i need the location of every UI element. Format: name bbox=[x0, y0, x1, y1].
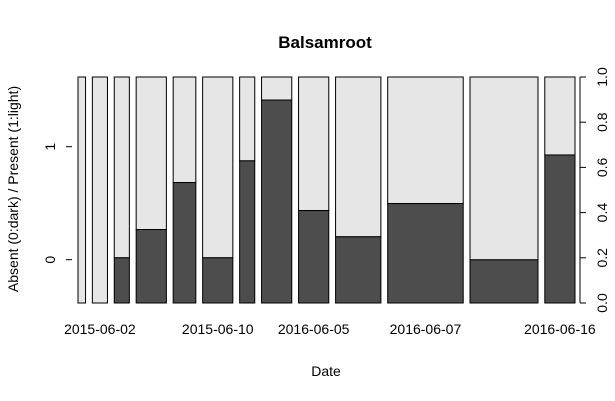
bar-3 bbox=[113, 76, 130, 304]
bar-absent-segment bbox=[172, 182, 197, 304]
left-axis: 01 bbox=[42, 143, 72, 264]
bar-present-segment bbox=[91, 76, 108, 304]
bar-present-segment bbox=[544, 76, 576, 156]
bar-10 bbox=[335, 76, 382, 304]
bar-present-segment bbox=[298, 76, 330, 212]
bar-absent-segment bbox=[544, 154, 576, 304]
right-tick-label: 0.0 bbox=[594, 293, 610, 313]
bar-7 bbox=[239, 76, 256, 304]
bar-absent-segment bbox=[335, 236, 382, 304]
bar-absent-segment bbox=[202, 257, 234, 304]
x-tick-label: 2015-06-02 bbox=[64, 321, 136, 337]
bar-present-segment bbox=[387, 76, 464, 205]
bar-present-segment bbox=[172, 76, 197, 184]
bar-6 bbox=[202, 76, 234, 304]
bar-4 bbox=[135, 76, 167, 304]
x-tick-label: 2015-06-10 bbox=[182, 321, 254, 337]
x-axis-labels: 2015-06-02 2015-06-10 2016-06-05 2016-06-07… bbox=[64, 321, 596, 337]
x-tick-label: 2016-06-16 bbox=[524, 321, 596, 337]
bar-present-segment bbox=[77, 76, 87, 304]
chart-title: Balsamroot bbox=[278, 33, 372, 52]
right-tick-label: 0.8 bbox=[594, 112, 610, 132]
x-tick-label: 2016-06-07 bbox=[390, 321, 462, 337]
right-tick-label: 0.6 bbox=[594, 157, 610, 177]
bar-present-segment bbox=[335, 76, 382, 238]
bar-present-segment bbox=[239, 76, 256, 162]
bar-present-segment bbox=[469, 76, 539, 261]
bar-absent-segment bbox=[113, 257, 130, 304]
bar-1 bbox=[77, 76, 87, 304]
right-axis: 0.0 0.2 0.4 0.6 0.8 1.0 bbox=[579, 67, 610, 313]
bar-absent-segment bbox=[387, 203, 464, 304]
bar-11 bbox=[387, 76, 464, 304]
bar-absent-segment bbox=[298, 210, 330, 304]
bar-5 bbox=[172, 76, 197, 304]
bar-absent-segment bbox=[469, 259, 539, 304]
left-tick-label: 0 bbox=[42, 256, 58, 264]
bars-group bbox=[77, 76, 576, 304]
y-axis-label: Absent (0:dark) / Present (1:light) bbox=[5, 86, 21, 292]
bar-8 bbox=[261, 76, 293, 304]
bar-absent-segment bbox=[261, 99, 293, 304]
right-tick-label: 0.2 bbox=[594, 248, 610, 268]
bar-present-segment bbox=[261, 76, 293, 101]
bar-2 bbox=[91, 76, 108, 304]
right-tick-label: 0.4 bbox=[594, 203, 610, 223]
bar-absent-segment bbox=[135, 229, 167, 304]
x-tick-label: 2016-06-05 bbox=[278, 321, 350, 337]
right-tick-label: 1.0 bbox=[594, 67, 610, 87]
bar-13 bbox=[544, 76, 576, 304]
bar-9 bbox=[298, 76, 330, 304]
bar-present-segment bbox=[113, 76, 130, 259]
left-tick-label: 1 bbox=[42, 143, 58, 151]
x-axis-label: Date bbox=[311, 363, 341, 379]
bar-present-segment bbox=[202, 76, 234, 259]
bar-12 bbox=[469, 76, 539, 304]
bar-present-segment bbox=[135, 76, 167, 231]
bar-absent-segment bbox=[239, 160, 256, 304]
